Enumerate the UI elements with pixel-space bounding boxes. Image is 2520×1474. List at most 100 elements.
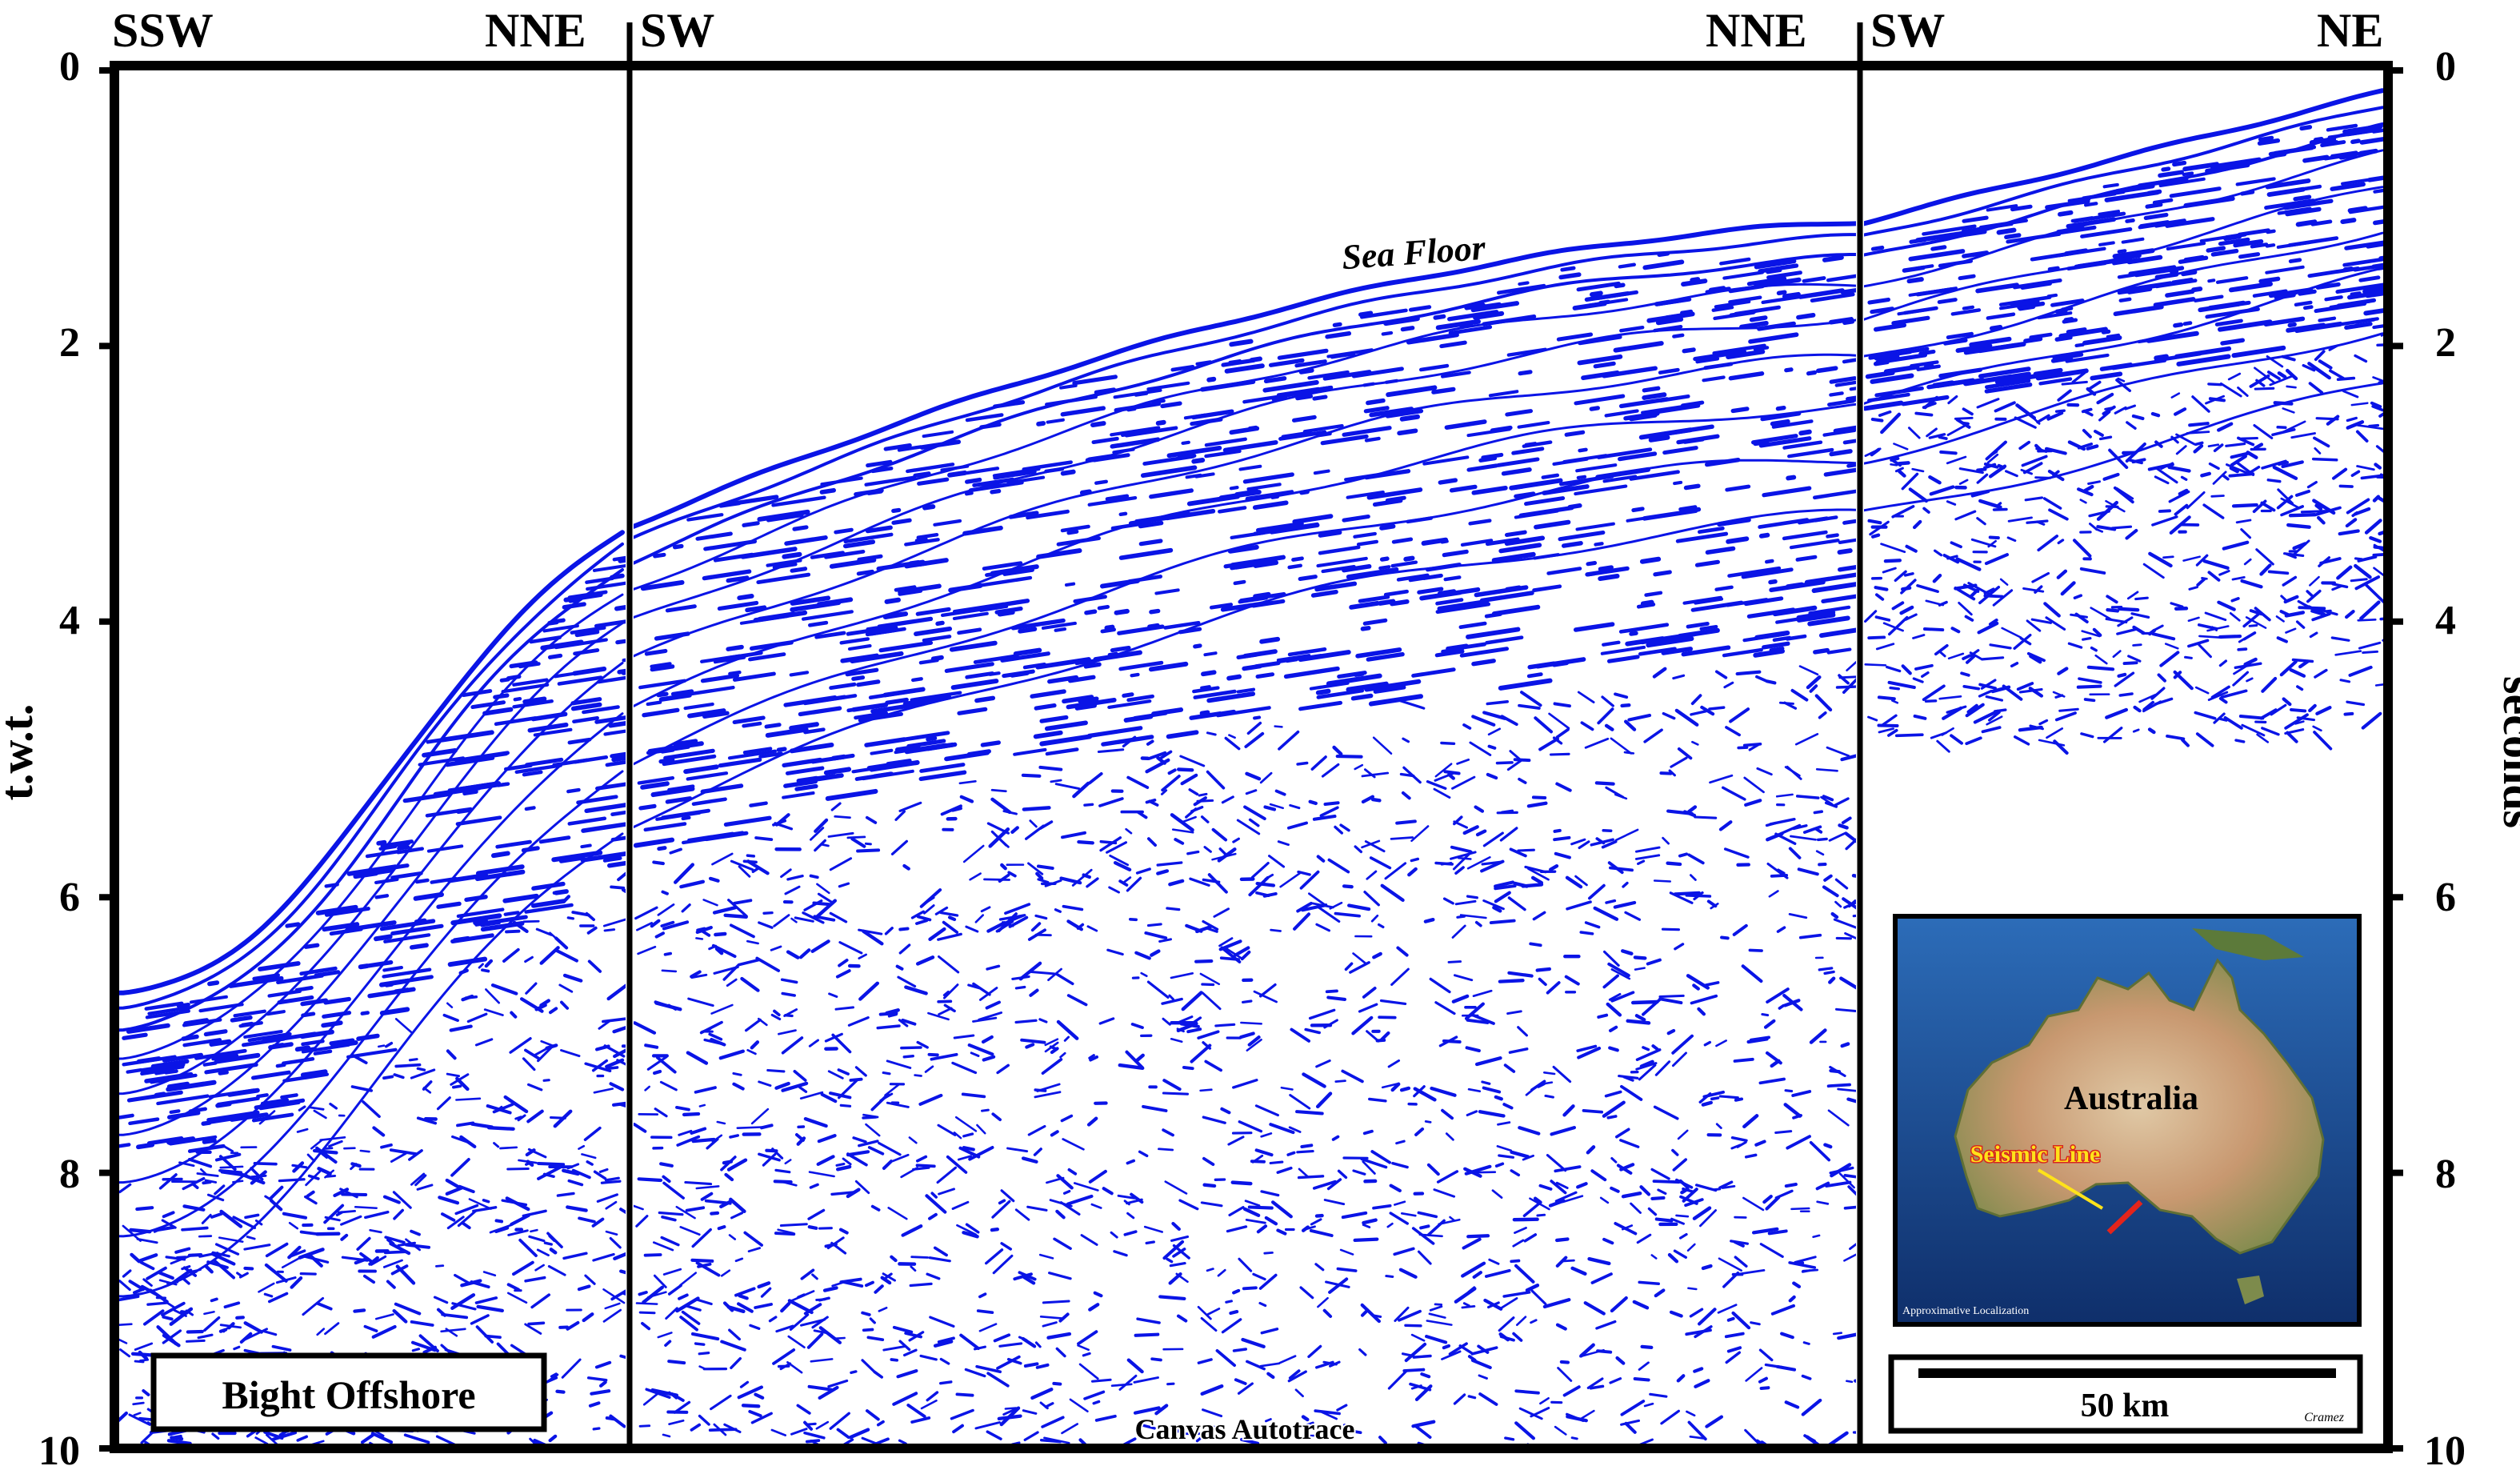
reflector-fragment — [928, 927, 946, 941]
reflector-fragment — [1234, 563, 1258, 570]
reflector-fragment — [1590, 1169, 1607, 1182]
reflector-fragment — [2371, 127, 2386, 134]
reflector-fragment — [1337, 1169, 1348, 1180]
reflector-fragment — [482, 1271, 497, 1277]
reflector-fragment — [969, 872, 982, 881]
reflector-fragment — [540, 639, 584, 651]
reflector-fragment — [450, 913, 502, 926]
reflector-fragment — [835, 969, 851, 979]
reflector-fragment — [1618, 262, 1636, 269]
reflector-fragment — [835, 1164, 852, 1172]
reflector-fragment — [695, 1298, 713, 1306]
reflector-fragment — [244, 1213, 260, 1220]
reflector-fragment — [1059, 1201, 1081, 1216]
reflector-fragment — [1245, 771, 1262, 781]
reflector-fragment — [1146, 837, 1158, 847]
reflector-fragment — [1653, 570, 1672, 577]
reflector-fragment — [1218, 847, 1226, 855]
reflector-fragment — [1905, 544, 1918, 553]
reflector-fragment — [961, 1092, 986, 1099]
reflector-fragment — [1383, 589, 1409, 597]
reflector-fragment — [882, 1160, 894, 1170]
reflector-fragment — [128, 1413, 151, 1426]
reflector-fragment — [1525, 1089, 1534, 1096]
reflector-fragment — [1355, 647, 1402, 659]
reflector-fragment — [1532, 911, 1546, 921]
reflector-fragment — [1366, 651, 1405, 662]
reflector-fragment — [700, 783, 744, 794]
reflector-fragment — [1458, 1344, 1474, 1355]
reflector-fragment — [1209, 603, 1234, 610]
reflector-fragment — [1606, 655, 1640, 663]
reflector-fragment — [1006, 475, 1046, 485]
reflector-fragment — [2237, 387, 2249, 397]
reflector-fragment — [807, 1225, 818, 1230]
reflector-fragment — [410, 1172, 426, 1186]
reflector-fragment — [1726, 1316, 1735, 1322]
reflector-fragment — [1588, 883, 1606, 900]
reflector-fragment — [1530, 1319, 1538, 1324]
reflector-fragment — [1450, 845, 1472, 854]
reflector-fragment — [662, 1181, 685, 1200]
reflector-fragment — [1238, 591, 1286, 603]
reflector-fragment — [611, 755, 626, 763]
reflector-fragment — [687, 997, 714, 1007]
reflector-fragment — [814, 839, 826, 852]
reflector-fragment — [2194, 294, 2224, 302]
reflector-fragment — [282, 1057, 315, 1066]
reflector-fragment — [2314, 668, 2328, 679]
reflector-fragment — [2112, 650, 2122, 659]
reflector-fragment — [1276, 654, 1311, 663]
reflector-fragment — [2281, 354, 2296, 362]
reflector-fragment — [210, 1297, 218, 1303]
reflector-fragment — [264, 1263, 288, 1283]
reflector-fragment — [1126, 1212, 1135, 1220]
reflector-fragment — [892, 1325, 914, 1334]
reflector-fragment — [495, 839, 532, 849]
reflector-fragment — [1954, 583, 1978, 591]
reflector-fragment — [211, 1053, 239, 1061]
reflector-fragment — [720, 1340, 746, 1352]
reflector-fragment — [1074, 703, 1098, 711]
reflector-fragment — [2183, 196, 2235, 208]
reflector-fragment — [1555, 727, 1570, 739]
reflector-fragment — [1034, 914, 1048, 920]
reflector-fragment — [867, 1146, 885, 1156]
reflector-fragment — [558, 983, 574, 993]
reflector-fragment — [1574, 875, 1588, 887]
reflector-fragment — [2214, 318, 2243, 326]
reflector-fragment — [2368, 423, 2380, 428]
reflector-fragment — [1877, 695, 1896, 701]
reflector-fragment — [1574, 484, 1628, 496]
reflector-fragment — [1117, 624, 1165, 635]
reflector-fragment — [1039, 1439, 1062, 1444]
reflector-fragment — [329, 1102, 338, 1110]
map-footer: Approximative Localization — [1902, 1305, 2029, 1317]
reflector-fragment — [1418, 363, 1450, 372]
reflector-fragment — [640, 781, 670, 790]
reflector-fragment — [1350, 693, 1374, 701]
reflector-fragment — [1054, 627, 1067, 632]
reflector-fragment — [1042, 1321, 1058, 1328]
reflector-fragment — [2231, 345, 2286, 358]
reflector-fragment — [943, 1003, 956, 1013]
reflector-fragment — [711, 852, 734, 866]
reflector-fragment — [202, 1180, 212, 1185]
reflector-fragment — [644, 1043, 659, 1049]
reflector-fragment — [1624, 911, 1642, 921]
reflector-fragment — [686, 1051, 709, 1065]
reflector-fragment — [1319, 806, 1339, 817]
reflector-fragment — [738, 958, 760, 967]
reflector-fragment — [1283, 666, 1340, 679]
reflector-fragment — [456, 1121, 475, 1128]
reflector-fragment — [789, 671, 810, 677]
reflector-fragment — [1654, 298, 1682, 306]
reflector-fragment — [1744, 1153, 1758, 1159]
reflector-fragment — [1316, 855, 1326, 863]
reflector-fragment — [741, 1404, 761, 1408]
reflector-fragment — [2101, 329, 2111, 334]
reflector-fragment — [974, 914, 985, 923]
reflector-fragment — [322, 922, 360, 932]
reflector-fragment — [1649, 1392, 1668, 1398]
reflector-fragment — [996, 1355, 1021, 1370]
